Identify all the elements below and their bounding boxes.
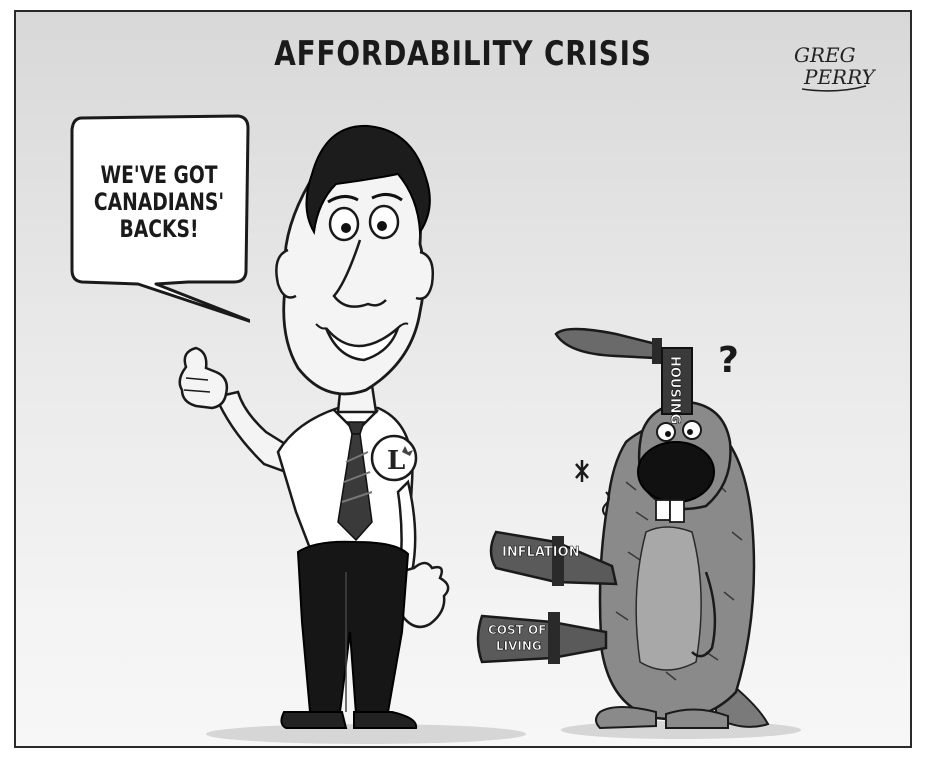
speech-balloon: [70, 114, 250, 323]
cost-of-living-knife: COST OF LIVING: [476, 612, 608, 664]
party-lapel-pin: L: [370, 434, 418, 482]
artist-signature: GREG PERRY: [794, 43, 876, 92]
cost-of-living-label-line-1: COST OF: [488, 623, 546, 637]
politician-figure: L: [178, 124, 450, 729]
beaver-figure: ?: [575, 340, 770, 730]
politician-head: [275, 124, 434, 396]
signature-line-1: GREG: [794, 43, 856, 67]
cartoon-title: AFFORDABILITY CRISIS: [274, 34, 652, 74]
inflation-knife: INFLATION: [489, 530, 618, 586]
cartoon-scene: L: [178, 124, 801, 744]
cartoon-panel: AFFORDABILITY CRISIS GREG PERRY WE'VE GO…: [14, 10, 912, 748]
signature-line-2: PERRY: [803, 65, 876, 89]
housing-label: HOUSING: [667, 356, 682, 424]
question-mark: ?: [718, 340, 739, 381]
necktie: [337, 421, 373, 542]
lapel-pin-letter: L: [387, 446, 405, 476]
housing-knife: HOUSING: [554, 327, 693, 425]
speech-balloon-text: WE'VE GOT CANADIANS' BACKS!: [93, 161, 225, 243]
inflation-label: INFLATION: [502, 545, 580, 560]
cost-of-living-label-line-2: LIVING: [496, 639, 542, 653]
thumbs-up-hand: [178, 346, 229, 410]
